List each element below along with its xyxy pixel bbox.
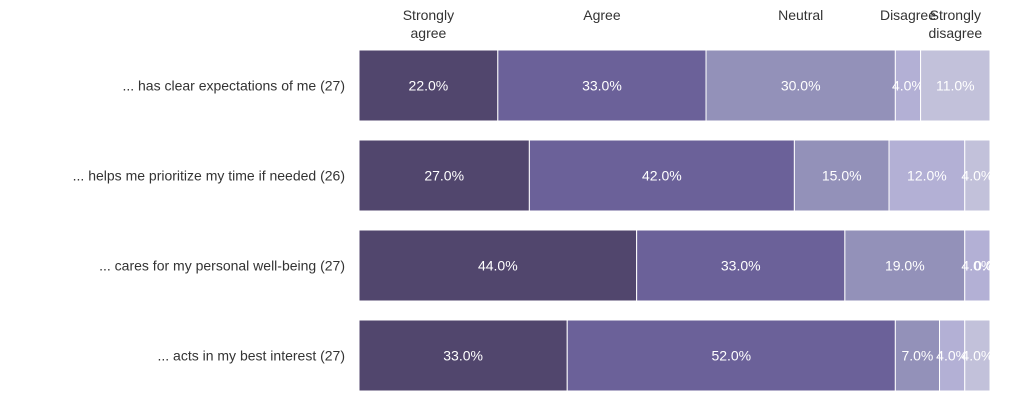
header-1-line-0: Agree [583,7,621,23]
bar-segment-r1-c1 [528,139,795,212]
bar-segment-r2-c1 [636,229,846,302]
header-3-line-0: Disagree [880,7,936,23]
bar-segment-r1-c4 [964,139,991,212]
header-3: Disagree [880,7,936,23]
bar-segment-r0-c2 [705,49,896,122]
header-4-line-1: disagree [928,25,982,41]
header-4-line-0: Strongly [930,7,981,23]
data-label-r1-c4: 4.0% [961,168,993,184]
data-label-r3-c1: 52.0% [711,348,751,364]
header-0-line-0: Strongly [403,7,454,23]
row-label-3: ... acts in my best interest (27) [157,348,345,364]
data-label-r2-c2: 19.0% [885,258,925,274]
data-label-r1-c1: 42.0% [642,168,682,184]
data-label-r0-c1: 33.0% [582,78,622,94]
bar-segment-r0-c0 [358,49,499,122]
data-label-r2-c1: 33.0% [721,258,761,274]
header-2-line-0: Neutral [778,7,823,23]
bar-segment-r2-c2 [844,229,966,302]
header-0-line-1: agree [411,25,447,41]
bar-segment-r3-c0 [358,319,568,392]
data-label-r2-c3: 4.0% [961,258,993,274]
bar-segment-r2-c3 [964,229,991,302]
row-labels: ... has clear expectations of me (27)...… [73,78,345,364]
data-label-r1-c2: 15.0% [822,168,862,184]
row-label-0: ... has clear expectations of me (27) [122,78,345,94]
bar-segment-r1-c3 [888,139,966,212]
data-label-r0-c2: 30.0% [781,78,821,94]
header-4: Strongly disagree [928,7,982,41]
data-label-r3-c2: 7.0% [901,348,933,364]
row-label-1: ... helps me prioritize my time if neede… [73,168,345,184]
bar-segment-r0-c1 [497,49,707,122]
bar-segment-r1-c2 [793,139,890,212]
data-label-r0-c4: 11.0% [936,78,975,94]
bar-segment-r1-c0 [358,139,530,212]
header-0: Strongly agree [403,7,454,41]
data-label-r2-c4: 0.0% [974,258,1006,274]
data-label-r0-c3: 4.0% [892,78,924,94]
data-label-r1-c3: 12.0% [907,168,947,184]
header-2: Neutral [778,7,823,23]
bar-segment-r0-c4 [920,49,991,122]
header-1: Agree [583,7,621,23]
data-label-r3-c0: 33.0% [443,348,483,364]
bar-segment-r3-c3 [939,319,966,392]
data-label-r2-c0: 44.0% [478,258,518,274]
data-label-r3-c4: 4.0% [961,348,993,364]
data-label-r3-c3: 4.0% [936,348,968,364]
data-label-r1-c0: 27.0% [424,168,464,184]
row-label-2: ... cares for my personal well-being (27… [99,258,345,274]
bar-segment-r3-c4 [964,319,991,392]
data-label-r0-c0: 22.0% [409,78,449,94]
bars: 22.0% 33.0% 30.0% 4.0% 11.0% 27.0% 42.0% 15.0% 1… [358,49,1006,392]
